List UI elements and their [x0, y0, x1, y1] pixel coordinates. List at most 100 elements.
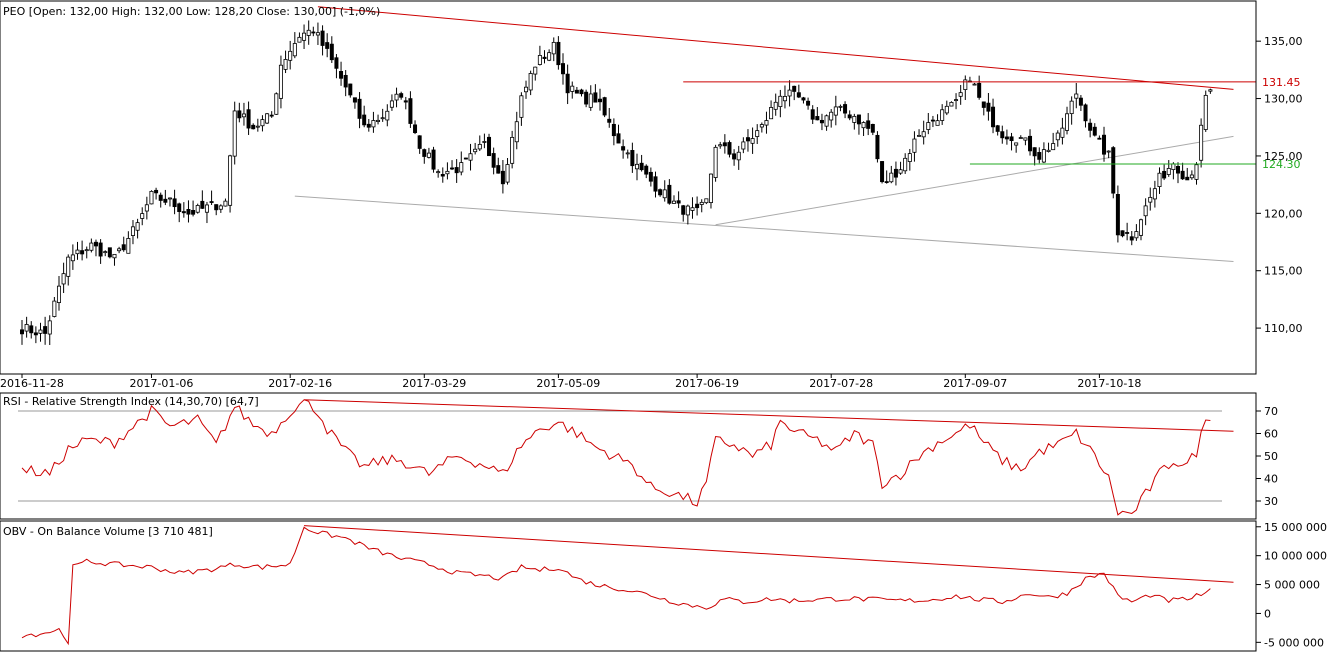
bullish-candle	[861, 122, 866, 129]
bearish-candle	[565, 73, 570, 94]
bullish-candle	[47, 320, 52, 335]
obv-series-line	[21, 526, 1211, 646]
bearish-candle	[1185, 176, 1190, 181]
bearish-candle	[413, 124, 418, 134]
rsi-panel: 30 40 50 60 70 RSI - Relative Strength Index…	[0, 392, 1278, 520]
bullish-candle	[394, 93, 399, 101]
price-panel: 131.45 124.30 110,00 115,00 120,00 125,00 130…	[0, 0, 1303, 390]
price-y-tick-label: 135,00	[1264, 35, 1303, 48]
bearish-candle	[181, 211, 186, 214]
bearish-candle	[981, 101, 986, 108]
bullish-candle	[260, 119, 265, 127]
price-trendline	[317, 6, 1234, 90]
bullish-candle	[228, 155, 233, 206]
bullish-candle	[704, 198, 709, 204]
bullish-candle	[824, 115, 829, 127]
bullish-candle	[773, 101, 778, 110]
bullish-candle	[685, 205, 690, 216]
bearish-candle	[33, 332, 38, 336]
bearish-candle	[806, 100, 811, 106]
candlestick-series	[19, 20, 1213, 346]
bullish-candle	[1139, 219, 1144, 236]
bearish-candle	[200, 200, 205, 209]
date-axis: 2016-11-28 2017-01-06 2017-02-16 2017-03-29…	[0, 373, 1256, 390]
bullish-candle	[1046, 149, 1051, 152]
obv-y-tick-label: 0	[1264, 607, 1271, 620]
bearish-candle	[311, 31, 316, 34]
bullish-candle	[741, 141, 746, 150]
bearish-candle	[1120, 230, 1125, 237]
bullish-candle	[921, 131, 926, 138]
bullish-candle	[473, 148, 478, 153]
bearish-candle	[339, 71, 344, 79]
bearish-candle	[695, 203, 700, 209]
date-tick-label: 2017-06-19	[675, 377, 739, 390]
bearish-candle	[561, 63, 566, 75]
bearish-candle	[856, 114, 861, 125]
rsi-trendline	[304, 399, 1234, 432]
bearish-candle	[209, 201, 214, 203]
date-tick-label: 2016-11-28	[0, 377, 64, 390]
bearish-candle	[1125, 232, 1130, 234]
rsi-y-tick-label: 30	[1264, 495, 1278, 508]
bullish-candle	[528, 73, 533, 91]
bullish-candle	[371, 120, 376, 128]
bullish-candle	[1055, 132, 1060, 141]
bearish-candle	[880, 161, 885, 183]
bullish-candle	[634, 163, 639, 170]
bullish-candle	[852, 115, 857, 123]
bearish-candle	[121, 244, 126, 251]
bearish-candle	[450, 167, 455, 170]
bullish-candle	[505, 164, 510, 183]
bearish-candle	[977, 82, 982, 98]
bullish-candle	[218, 205, 223, 210]
rsi-y-axis: 30 40 50 60 70	[1256, 405, 1278, 508]
date-tick-label: 2017-01-06	[129, 377, 193, 390]
bearish-candle	[1078, 97, 1083, 106]
bullish-candle	[292, 43, 297, 57]
bearish-candle	[246, 109, 251, 129]
bearish-candle	[1004, 136, 1009, 140]
bearish-candle	[1009, 136, 1014, 142]
bullish-candle	[588, 93, 593, 108]
bullish-candle	[662, 189, 667, 199]
bearish-candle	[191, 209, 196, 215]
rsi-y-tick-label: 50	[1264, 450, 1278, 463]
bearish-candle	[172, 198, 177, 208]
bearish-candle	[1180, 170, 1185, 180]
bullish-candle	[61, 273, 66, 285]
bearish-candle	[325, 42, 330, 49]
bullish-candle	[718, 144, 723, 147]
bullish-candle	[1041, 149, 1046, 163]
bullish-candle	[1171, 163, 1176, 170]
bearish-candle	[579, 89, 584, 95]
bullish-candle	[288, 50, 293, 61]
bearish-candle	[1162, 170, 1167, 179]
bullish-candle	[112, 253, 117, 259]
bearish-candle	[1092, 126, 1097, 136]
bullish-candle	[1074, 93, 1079, 99]
bearish-candle	[269, 114, 274, 117]
price-y-tick-label: 110,00	[1264, 322, 1303, 335]
bullish-candle	[24, 324, 29, 332]
bullish-candle	[903, 157, 908, 172]
bearish-candle	[29, 325, 34, 334]
bearish-candle	[792, 85, 797, 92]
obv-y-tick-label: 10 000 000	[1264, 550, 1327, 563]
bullish-candle	[708, 173, 713, 203]
bullish-candle	[1143, 205, 1148, 217]
price-y-axis: 110,00 115,00 120,00 125,00 130,00 135,00	[1256, 35, 1303, 335]
rsi-y-tick-label: 40	[1264, 473, 1278, 486]
bearish-candle	[1032, 147, 1037, 157]
bearish-candle	[893, 168, 898, 178]
bullish-candle	[551, 41, 556, 55]
bearish-candle	[417, 135, 422, 149]
bullish-candle	[1199, 124, 1204, 161]
bullish-candle	[778, 95, 783, 107]
bullish-candle	[52, 300, 57, 317]
bullish-candle	[1065, 113, 1070, 131]
price-y-tick-label: 125,00	[1264, 150, 1303, 163]
bearish-candle	[93, 241, 98, 247]
price-panel-title: PEO [Open: 132,00 High: 132,00 Low: 128,…	[3, 5, 380, 18]
